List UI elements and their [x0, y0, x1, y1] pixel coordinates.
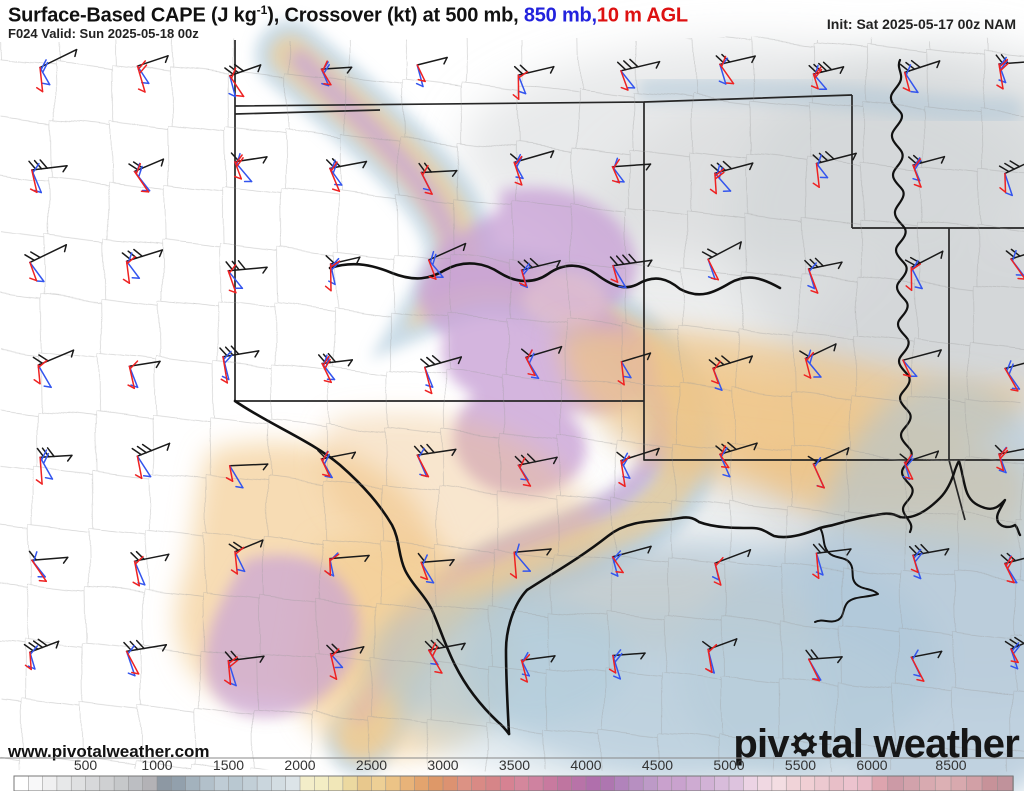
- svg-text:8500: 8500: [935, 757, 966, 773]
- svg-text:4500: 4500: [642, 757, 673, 773]
- svg-text:2500: 2500: [356, 757, 387, 773]
- svg-text:5500: 5500: [785, 757, 816, 773]
- svg-text:500: 500: [74, 757, 98, 773]
- svg-text:4000: 4000: [570, 757, 601, 773]
- svg-text:6000: 6000: [856, 757, 887, 773]
- svg-text:3500: 3500: [499, 757, 530, 773]
- svg-text:2000: 2000: [284, 757, 315, 773]
- svg-text:1500: 1500: [213, 757, 244, 773]
- svg-text:3000: 3000: [427, 757, 458, 773]
- svg-text:1000: 1000: [141, 757, 172, 773]
- svg-text:5000: 5000: [713, 757, 744, 773]
